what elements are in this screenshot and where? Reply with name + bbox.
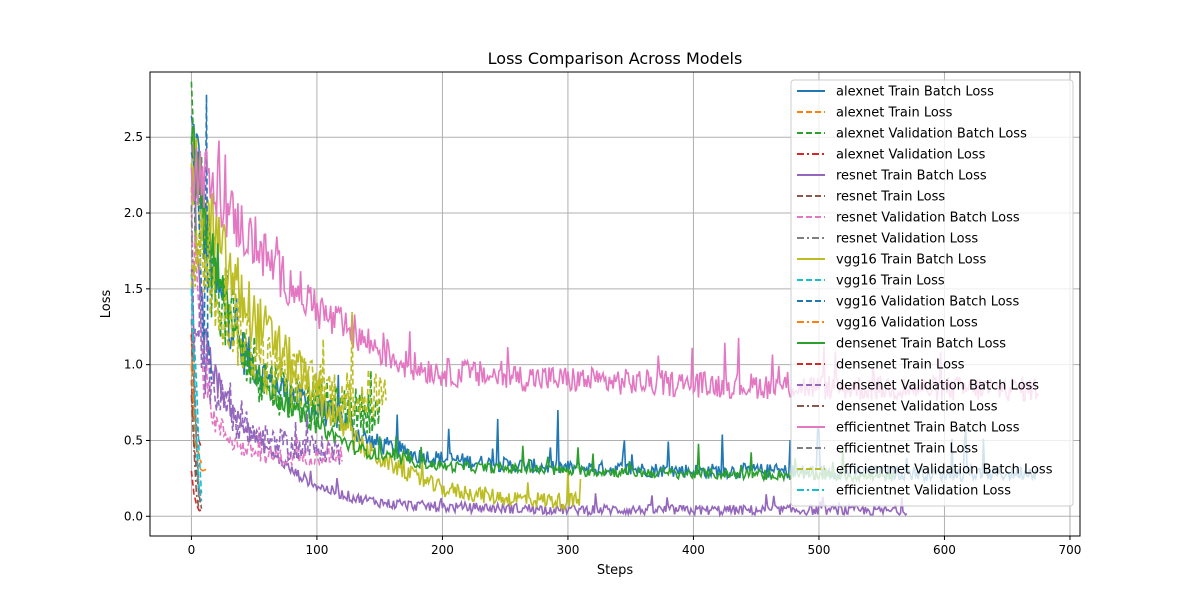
plot-frame — [149, 71, 1081, 537]
x-tick-label: 100 — [305, 543, 328, 557]
series-line-6 — [190, 186, 343, 467]
y-tick-label: 1.0 — [124, 358, 143, 372]
x-tick-label: 200 — [431, 543, 454, 557]
axis-ticks: 0 100 200 300 400 500 600 700 0.0 0.5 1.0 1.5 2.0 2.5 — [124, 130, 1082, 557]
legend-entry-label: alexnet Validation Batch Loss — [836, 127, 1027, 142]
legend-entry-label: efficientnet Train Batch Loss — [836, 421, 1020, 436]
legend-entry-label: densenet Train Loss — [836, 358, 965, 373]
x-tick-label: 700 — [1059, 543, 1082, 557]
y-axis-label: Loss — [99, 290, 114, 319]
x-axis-label: Steps — [597, 563, 634, 578]
series-line-9 — [190, 273, 203, 494]
x-tick-label: 600 — [933, 543, 956, 557]
series-line-14 — [190, 269, 343, 466]
legend-entry-label: alexnet Validation Loss — [836, 148, 986, 163]
legend-box — [790, 79, 1074, 507]
y-tick-label: 1.5 — [124, 282, 143, 296]
series-line-15 — [190, 394, 203, 513]
legend-entry-label: vgg16 Validation Batch Loss — [836, 295, 1019, 310]
legend-entry-label: efficientnet Validation Loss — [836, 484, 1011, 499]
legend-entry-label: vgg16 Train Loss — [836, 274, 945, 289]
x-tick-label: 400 — [682, 543, 705, 557]
y-tick-label: 2.5 — [124, 130, 143, 144]
legend-entry-label: densenet Train Batch Loss — [836, 337, 1006, 352]
legend-entry-label: densenet Validation Batch Loss — [836, 379, 1039, 394]
series-line-11 — [190, 364, 207, 472]
x-tick-label: 0 — [188, 543, 196, 557]
x-tick-label: 500 — [807, 543, 830, 557]
y-tick-label: 0.0 — [124, 509, 143, 523]
y-tick-label: 2.0 — [124, 206, 143, 220]
legend: alexnet Train Batch Loss alexnet Train Lo… — [790, 79, 1074, 507]
legend-entry-label: efficientnet Train Loss — [836, 442, 978, 457]
legend-entry-label: resnet Validation Loss — [836, 232, 978, 247]
legend-entry-label: vgg16 Validation Loss — [836, 316, 978, 331]
legend-entry-label: vgg16 Train Batch Loss — [836, 253, 986, 268]
legend-entry-label: resnet Validation Batch Loss — [836, 211, 1020, 226]
chart-title: Loss Comparison Across Models — [488, 49, 743, 68]
legend-entry-label: resnet Train Loss — [836, 190, 945, 205]
legend-entry-label: resnet Train Batch Loss — [836, 169, 987, 184]
legend-entry-label: alexnet Train Batch Loss — [836, 85, 994, 100]
legend-entry-label: alexnet Train Loss — [836, 106, 953, 121]
legend-entry-label: densenet Validation Loss — [836, 400, 998, 415]
y-tick-label: 0.5 — [124, 433, 143, 447]
series-line-4 — [190, 136, 908, 518]
series-lines — [190, 81, 1040, 518]
x-tick-label: 300 — [556, 543, 579, 557]
series-line-10 — [190, 94, 213, 380]
series-line-19 — [190, 288, 203, 502]
legend-entry-label: efficientnet Validation Batch Loss — [836, 463, 1053, 478]
series-line-12 — [190, 125, 896, 484]
series-line-18 — [190, 208, 387, 419]
